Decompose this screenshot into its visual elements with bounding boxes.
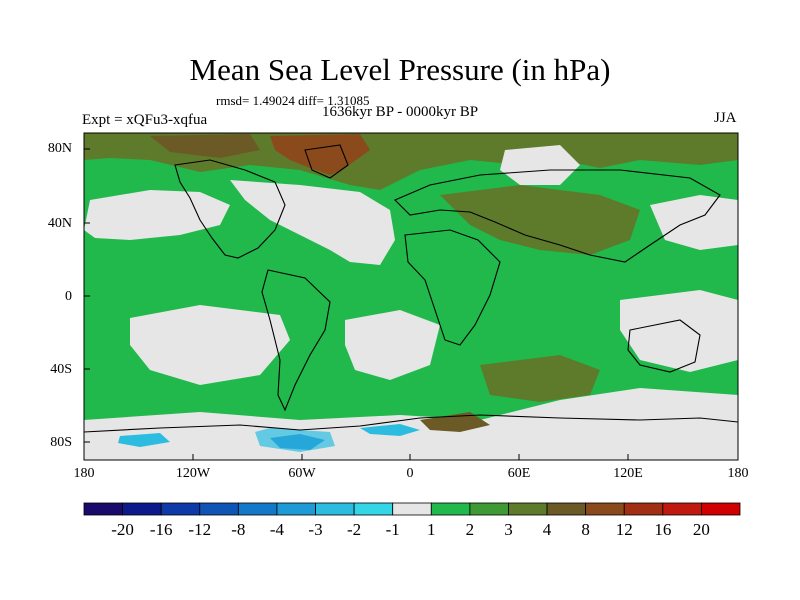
colorbar-box xyxy=(315,502,355,516)
colorbar-label: 20 xyxy=(692,520,710,539)
north-pacific-low-zone xyxy=(84,190,230,240)
antarctic-coast-high xyxy=(420,412,490,432)
colorbar-box xyxy=(160,502,201,516)
colorbar-label: -20 xyxy=(111,520,134,539)
lat-label-80n: 80N xyxy=(47,141,72,156)
west-pacific-neutral-zone xyxy=(650,195,738,250)
north-pole-neutral-zone xyxy=(500,145,580,185)
colorbar-label: 1 xyxy=(427,520,436,539)
colorbar-label: -2 xyxy=(347,520,362,539)
lon-label-60e: 60E xyxy=(507,466,531,481)
pressure-field xyxy=(84,133,738,460)
lat-label-40s: 40S xyxy=(50,362,72,377)
eurasia-coastline xyxy=(394,169,721,263)
colorbar-label: 8 xyxy=(581,520,590,539)
lon-ticks xyxy=(192,454,629,460)
map-title: Mean Sea Level Pressure (in hPa) xyxy=(189,52,611,87)
south-indian-high-region xyxy=(480,355,600,402)
ross-sea-low-edge xyxy=(255,428,335,452)
coastlines xyxy=(84,144,738,433)
colorbar-label: -12 xyxy=(188,520,212,539)
greenland-coastline xyxy=(304,144,349,179)
colorbar-box xyxy=(122,502,162,516)
colorbar-box xyxy=(701,502,741,516)
colorbar-box xyxy=(237,502,278,516)
season-label: JJA xyxy=(714,110,737,126)
lat-label-0: 0 xyxy=(65,289,72,304)
colorbar-box xyxy=(83,502,123,516)
colorbar-box xyxy=(276,502,316,516)
colorbar-label: 16 xyxy=(654,520,672,539)
southern-ocean-neutral-band xyxy=(84,388,738,460)
lon-label-180e: 180 xyxy=(727,466,749,481)
lat-label-80s: 80S xyxy=(50,435,72,450)
lon-label-120e: 120E xyxy=(613,466,643,481)
south-pacific-neutral-zone xyxy=(130,305,290,385)
colorbar-box xyxy=(623,502,664,516)
antarctica-coastline xyxy=(84,414,738,433)
colorbar-box xyxy=(508,502,548,516)
lat-ticks xyxy=(84,148,90,443)
colorbar-label: 2 xyxy=(465,520,475,539)
colorbar-label: -4 xyxy=(269,520,285,539)
west-antarctic-low xyxy=(118,433,170,447)
colorbar xyxy=(83,502,741,516)
africa-coastline xyxy=(404,229,501,346)
atlantic-neutral-zone xyxy=(230,180,395,265)
lon-label-0: 0 xyxy=(406,466,414,481)
greenland-very-high xyxy=(270,134,370,175)
weddell-sea-low xyxy=(360,424,420,436)
colorbar-box xyxy=(430,502,471,516)
north-america-coastline xyxy=(174,159,286,259)
lon-label-180w: 180 xyxy=(73,466,95,481)
lon-label-120w: 120W xyxy=(175,466,211,481)
colorbar-box xyxy=(199,502,239,516)
colorbar-label: 3 xyxy=(504,520,513,539)
indian-ocean-neutral-zone xyxy=(620,290,738,372)
colorbar-box xyxy=(585,502,625,516)
colorbar-label: -8 xyxy=(231,520,246,539)
colorbar-box xyxy=(662,502,702,516)
australia-coastline xyxy=(627,319,701,373)
south-atlantic-neutral-zone xyxy=(345,310,440,380)
colorbar-box xyxy=(469,502,509,516)
eurasia-high-region xyxy=(440,185,640,255)
colorbar-label: -1 xyxy=(385,520,400,539)
period-text: 1636kyr BP - 0000kyr BP xyxy=(321,104,479,120)
colorbar-label: -3 xyxy=(308,520,323,539)
lat-label-40n: 40N xyxy=(47,216,72,231)
colorbar-label: 4 xyxy=(542,520,552,539)
lon-label-60w: 60W xyxy=(288,466,316,481)
colorbar-box xyxy=(392,502,432,516)
colorbar-box xyxy=(353,502,394,516)
colorbar-label: -16 xyxy=(149,520,173,539)
colorbar-label: 12 xyxy=(615,520,633,539)
experiment-label: Expt = xQFu3-xqfua xyxy=(82,112,208,128)
south-america-coastline xyxy=(261,269,331,412)
siberia-high xyxy=(150,134,260,158)
stats-text: rmsd= 1.49024 diff= 1.31085 xyxy=(216,93,370,108)
colorbar-box xyxy=(546,502,587,516)
